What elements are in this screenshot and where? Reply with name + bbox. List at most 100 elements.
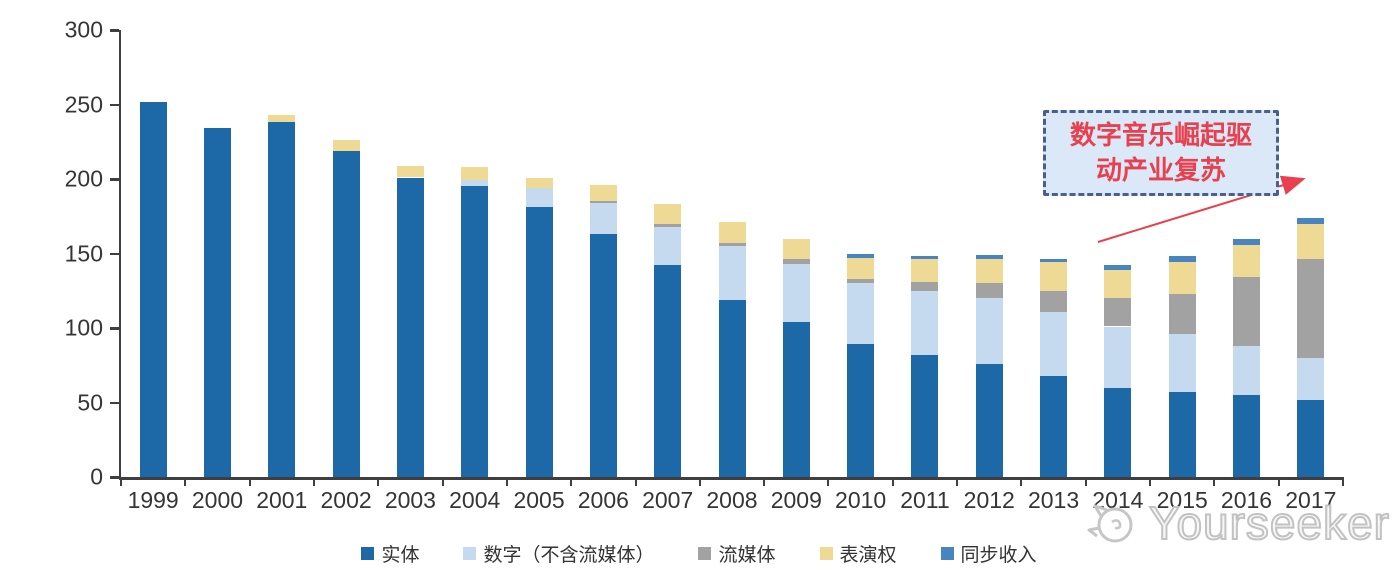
x-axis-line [118, 477, 1343, 480]
x-axis-tick [377, 477, 380, 486]
x-axis-tick [634, 477, 637, 486]
bar-segment-2006-实体 [589, 234, 617, 477]
bar-segment-2015-表演权 [1168, 262, 1196, 294]
x-axis-tick [763, 477, 766, 486]
bar-segment-2010-数字（不含流媒体） [847, 283, 875, 345]
x-axis-tick [891, 477, 894, 486]
bar-segment-2000-实体 [203, 128, 231, 477]
bar-segment-2007-流媒体 [654, 223, 682, 227]
x-axis-label-2004: 2004 [449, 487, 501, 513]
y-axis-tick [110, 252, 119, 255]
bar-segment-2013-同步收入 [1040, 259, 1068, 263]
x-axis-tick [1213, 477, 1216, 486]
x-axis-label-2010: 2010 [835, 487, 887, 513]
bar-segment-2005-实体 [525, 207, 553, 477]
yourseeker-logo-icon [1087, 504, 1133, 543]
bar-segment-2014-表演权 [1104, 269, 1132, 299]
bar-segment-2004-表演权 [461, 167, 489, 181]
legend-label: 表演权 [839, 545, 897, 566]
legend-label: 同步收入 [960, 545, 1037, 566]
x-axis-label-2017: 2017 [1285, 487, 1337, 513]
bar-segment-2012-实体 [975, 363, 1003, 477]
bar-segment-2009-实体 [782, 322, 810, 477]
x-axis-label-2011: 2011 [900, 487, 950, 513]
watermark: Yourseeker [1085, 498, 1390, 548]
bar-segment-2016-实体 [1233, 395, 1261, 477]
bar-segment-2006-数字（不含流媒体） [589, 202, 617, 235]
bar-segment-2011-实体 [911, 354, 939, 477]
bar-segment-2016-流媒体 [1233, 277, 1261, 346]
x-axis-label-2012: 2012 [963, 487, 1015, 513]
bar-segment-2007-数字（不含流媒体） [654, 226, 682, 266]
x-axis-label-2001: 2001 [256, 487, 308, 513]
y-axis-tick-label: 0 [90, 463, 103, 490]
x-axis-tick [1020, 477, 1023, 486]
bar-segment-2001-实体 [268, 122, 296, 477]
x-axis-tick [698, 477, 701, 486]
legend-item-4: 同步收入 [940, 540, 1037, 567]
bar-segment-2007-表演权 [654, 204, 682, 224]
annotation-text-line2: 动产业复苏 [1095, 155, 1226, 185]
bar-segment-2014-数字（不含流媒体） [1104, 326, 1132, 388]
x-axis-label-2003: 2003 [384, 487, 436, 513]
x-axis-tick [184, 477, 187, 486]
bar-segment-2014-实体 [1104, 387, 1132, 477]
x-axis-tick [1277, 477, 1280, 486]
x-axis-label-2006: 2006 [577, 487, 629, 513]
bar-segment-2010-表演权 [847, 257, 875, 279]
bar-segment-2010-同步收入 [847, 253, 875, 258]
bar-segment-2012-数字（不含流媒体） [975, 298, 1003, 364]
bar-segment-2011-表演权 [911, 259, 939, 282]
y-axis-tick [110, 476, 119, 479]
x-axis-label-2009: 2009 [770, 487, 822, 513]
legend-swatch-icon [940, 547, 954, 560]
x-axis-tick [505, 477, 508, 486]
bar-segment-1999-实体 [139, 101, 167, 477]
bar-segment-2003-表演权 [396, 165, 424, 178]
legend-item-2: 流媒体 [698, 540, 776, 567]
bar-segment-2001-表演权 [268, 114, 296, 123]
x-axis-tick [441, 477, 444, 486]
y-axis-tick [110, 178, 119, 181]
bar-segment-2008-流媒体 [718, 243, 746, 247]
y-axis-tick-label: 150 [64, 240, 103, 266]
bar-segment-2013-数字（不含流媒体） [1040, 311, 1068, 376]
bar-segment-2012-同步收入 [975, 254, 1003, 260]
legend-label: 流媒体 [718, 545, 776, 566]
bar-segment-2005-表演权 [525, 177, 553, 188]
y-axis-line [118, 30, 121, 480]
y-axis-tick [110, 401, 119, 404]
bar-segment-2007-实体 [654, 265, 682, 477]
bar-segment-2011-流媒体 [911, 281, 939, 291]
bar-segment-2004-实体 [461, 186, 489, 477]
bar-segment-2002-表演权 [332, 140, 360, 151]
bar-segment-2016-同步收入 [1233, 238, 1261, 245]
legend-label: 数字（不含流媒体） [483, 545, 655, 566]
bar-segment-2005-数字（不含流媒体） [525, 187, 553, 208]
x-axis-tick [956, 477, 959, 486]
legend-item-1: 数字（不含流媒体） [463, 540, 654, 567]
x-axis-label-2007: 2007 [642, 487, 694, 513]
bar-segment-2017-数字（不含流媒体） [1297, 357, 1325, 400]
legend-swatch-icon [361, 547, 375, 560]
x-axis-label-2000: 2000 [191, 487, 244, 513]
x-axis-label-1999: 1999 [127, 487, 179, 513]
x-axis-tick [1342, 477, 1344, 486]
bar-segment-2009-流媒体 [782, 259, 810, 264]
bar-segment-2017-实体 [1297, 399, 1325, 477]
bar-segment-2015-实体 [1168, 392, 1196, 477]
x-axis-tick [312, 477, 315, 486]
bar-segment-2009-表演权 [782, 238, 810, 260]
bar-segment-2013-实体 [1040, 375, 1068, 477]
x-axis-tick [120, 477, 122, 486]
y-axis-tick [110, 103, 119, 106]
bar-segment-2013-表演权 [1040, 262, 1068, 291]
legend: 实体 数字（不含流媒体） 流媒体 表演权 同步收入 [0, 540, 1398, 567]
legend-swatch-icon [463, 547, 477, 560]
x-axis-label-2015: 2015 [1156, 487, 1208, 513]
legend-swatch-icon [819, 547, 833, 560]
watermark-text: Yourseeker [1148, 497, 1390, 549]
y-axis-tick-label: 250 [64, 91, 103, 117]
bar-segment-2016-数字（不含流媒体） [1233, 345, 1261, 396]
